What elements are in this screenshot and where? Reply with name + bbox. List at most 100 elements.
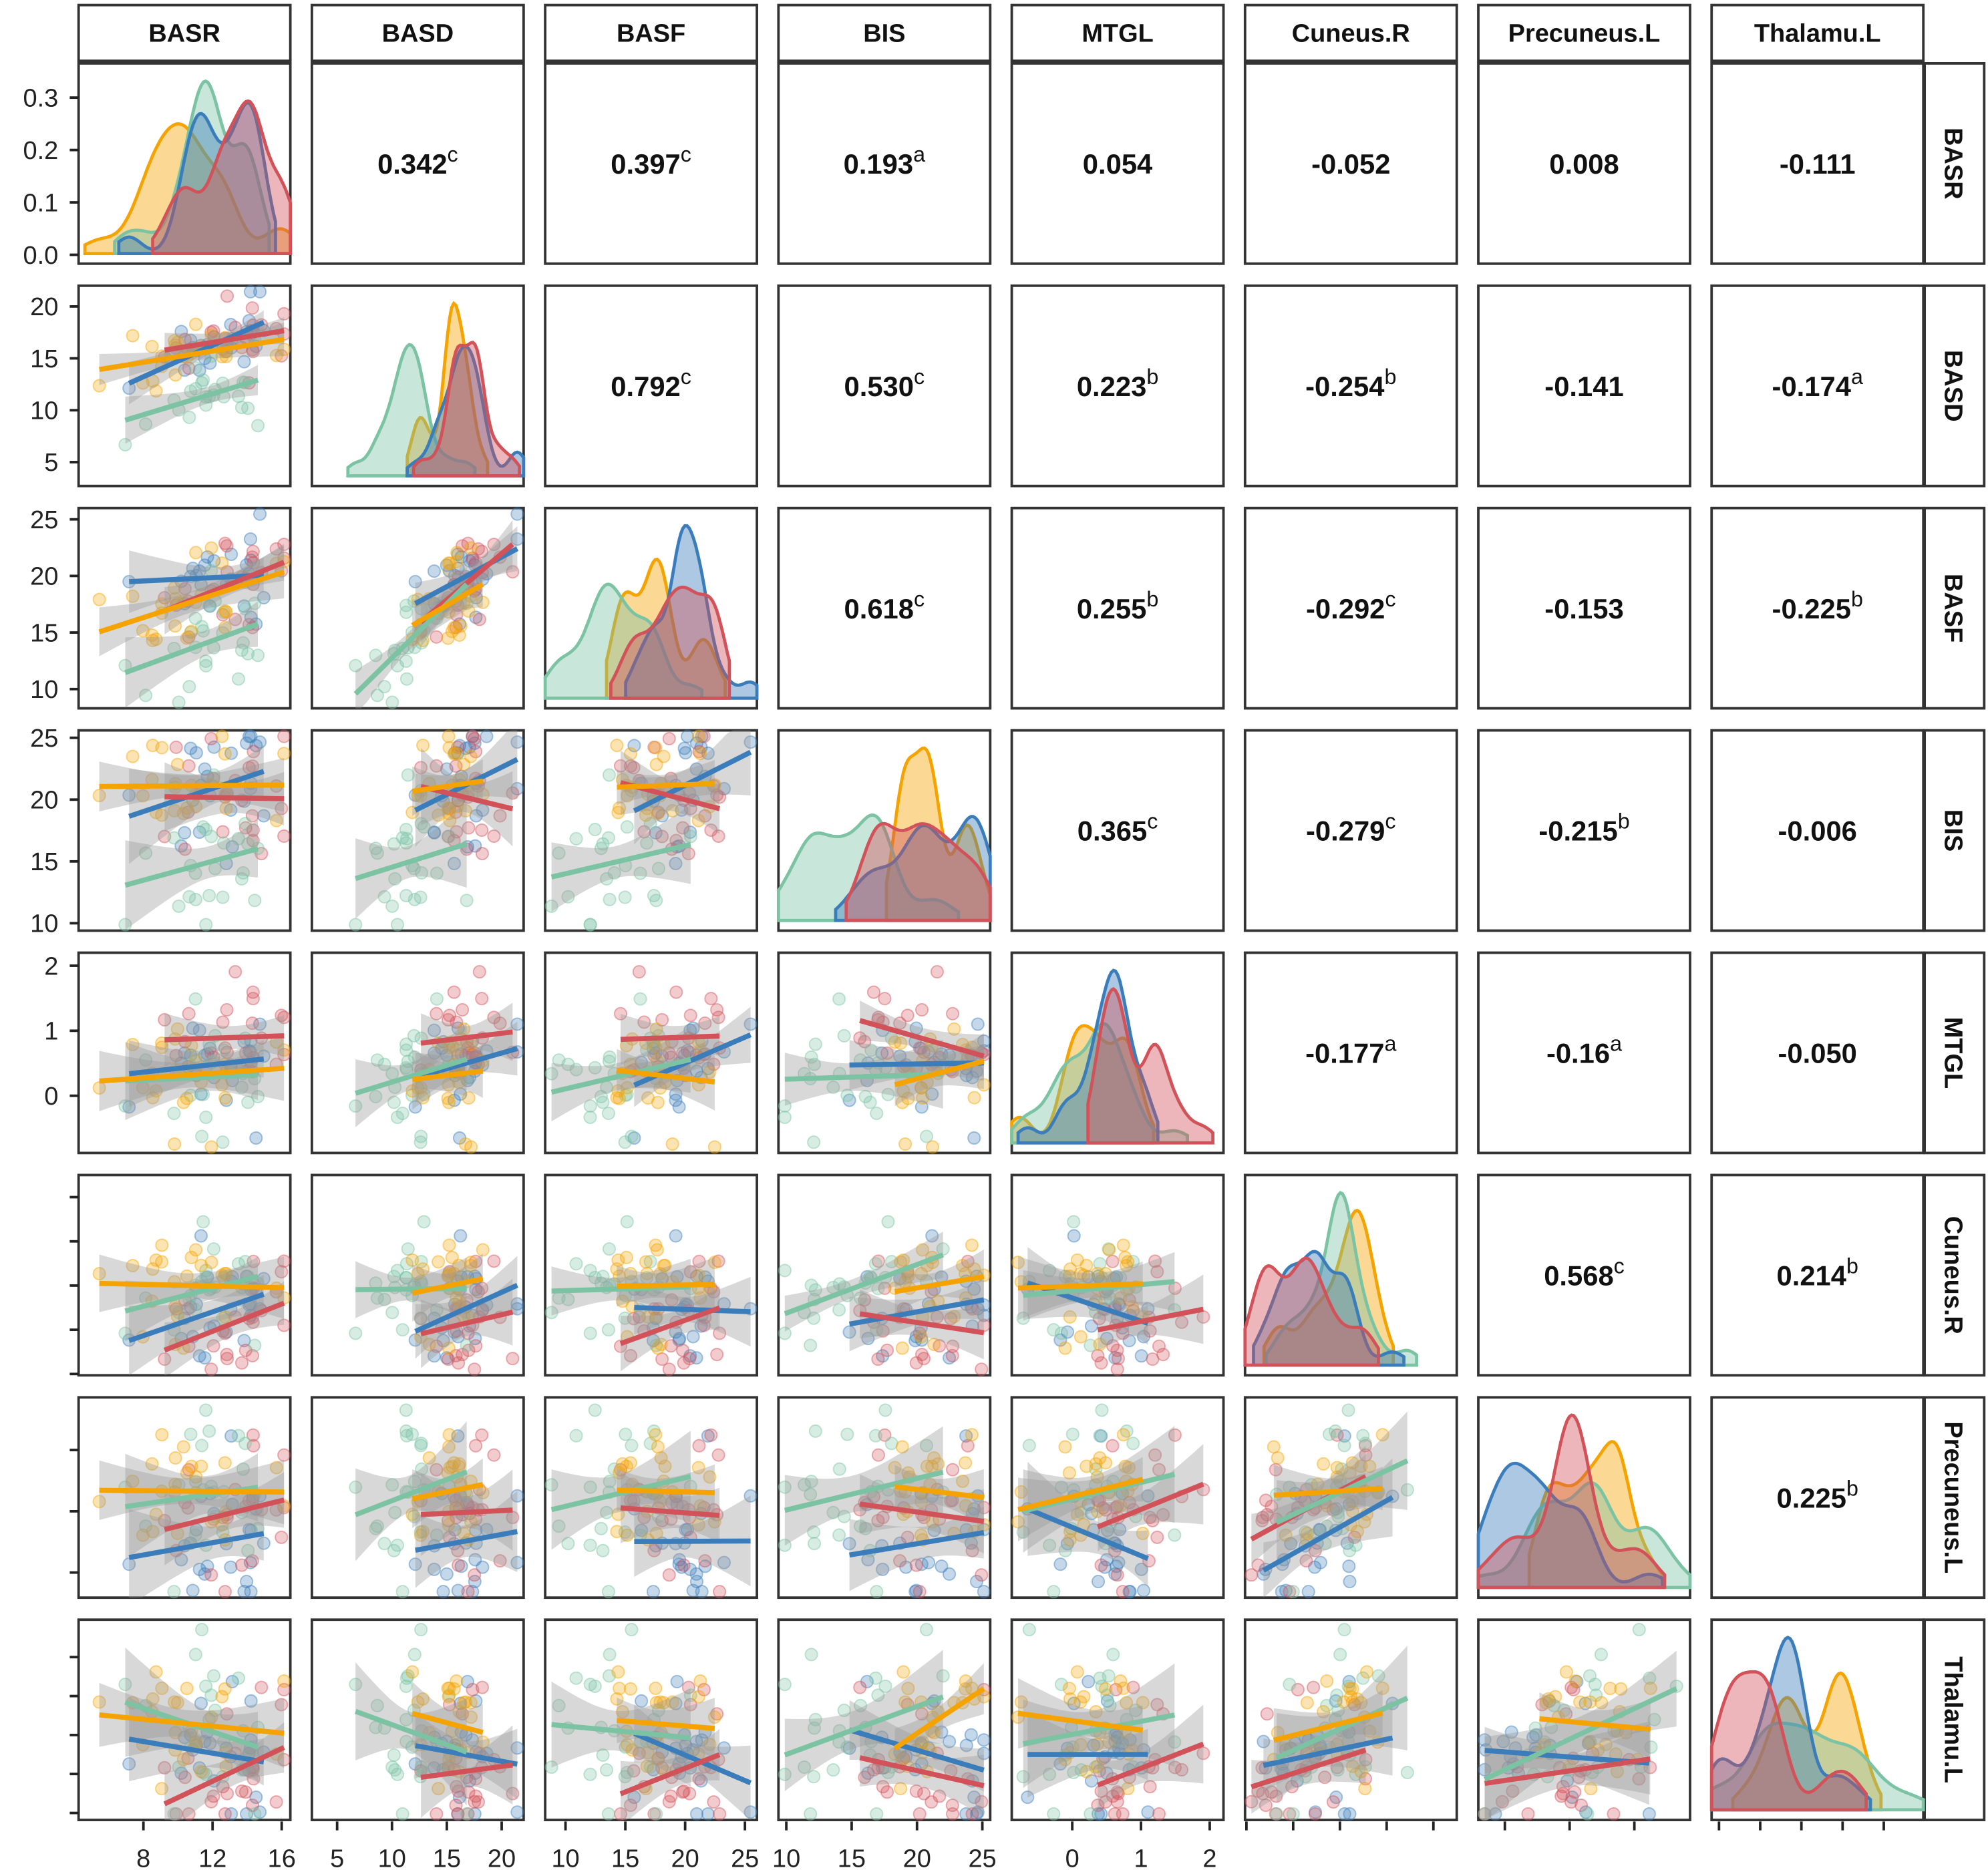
x-tick-label: 20 — [488, 1845, 516, 1873]
x-tick-label: 10 — [551, 1845, 579, 1873]
scatter-point — [1607, 1807, 1621, 1821]
panel: 0.255b — [1010, 506, 1225, 710]
scatter-point — [651, 805, 665, 819]
scatter-point — [692, 745, 706, 759]
scatter-point — [172, 899, 186, 913]
significance-mark: b — [1846, 1254, 1858, 1278]
scatter-point — [447, 856, 462, 871]
scatter-point — [182, 410, 196, 424]
scatter-point — [277, 1047, 291, 1062]
correlation-label: 0.365c — [1078, 809, 1158, 847]
scatter-point — [155, 1238, 169, 1252]
correlation-value: -0.292 — [1306, 593, 1385, 624]
scatter-point — [710, 788, 724, 802]
scatter-point — [472, 965, 486, 979]
scatter-point — [204, 829, 218, 843]
scatter-point — [216, 608, 230, 622]
scatter-point — [204, 1046, 218, 1060]
scatter-point — [219, 605, 233, 619]
scatter-point — [468, 1362, 482, 1376]
scatter-point — [475, 847, 489, 861]
scatter-point — [679, 746, 693, 760]
scatter-point — [1089, 1457, 1103, 1471]
scatter-point — [399, 1061, 413, 1075]
scatter-point — [139, 417, 153, 431]
scatter-point — [146, 739, 160, 753]
scatter-point — [1581, 1807, 1595, 1821]
scatter-point — [218, 604, 232, 618]
scatter-point — [218, 747, 232, 761]
scatter-point — [868, 1429, 882, 1443]
regression-line — [633, 749, 752, 813]
scatter-point — [1102, 1243, 1116, 1257]
correlation-label: 0.618c — [844, 587, 925, 624]
scatter-point — [184, 1048, 198, 1062]
regression-line — [617, 781, 715, 790]
scatter-point — [407, 1648, 422, 1662]
panel — [1476, 1396, 1692, 1600]
scatter-point — [399, 1037, 413, 1051]
scatter-point — [448, 746, 462, 760]
scatter-point — [349, 659, 363, 673]
scatter-point — [594, 1521, 608, 1535]
scatter-point — [1073, 1330, 1088, 1344]
scatter-point — [195, 1623, 209, 1637]
panel: 0.618c — [777, 506, 992, 710]
scatter-point — [611, 1665, 625, 1679]
scatter-point — [246, 992, 260, 1006]
scatter-point — [441, 801, 455, 815]
panel: 0.792c — [544, 284, 758, 488]
scatter-point — [623, 1682, 637, 1696]
panel — [544, 1618, 758, 1821]
scatter-point — [189, 546, 203, 560]
scatter-point — [170, 757, 184, 771]
regression-line — [411, 582, 484, 628]
scatter-point — [675, 803, 689, 817]
scatter-point — [458, 1137, 473, 1151]
regression-line — [355, 1286, 467, 1292]
scatter-point — [277, 747, 291, 761]
scatter-point — [1110, 1568, 1124, 1582]
scatter-point — [691, 813, 705, 827]
column-strip — [311, 3, 525, 63]
correlation-label: 0.342c — [377, 142, 458, 180]
scatter-point — [544, 1067, 558, 1081]
scatter-point — [472, 612, 486, 626]
density-curve — [346, 343, 477, 478]
scatter-point — [447, 985, 461, 999]
scatter-point — [186, 1021, 200, 1035]
scatter-point — [468, 1568, 482, 1582]
panel: 0.214b — [1710, 1173, 1925, 1377]
correlation-value: 0.792 — [611, 371, 680, 402]
significance-mark: c — [448, 142, 458, 166]
scatter-point — [460, 894, 474, 908]
scatter-point — [450, 554, 464, 568]
scatter-point — [238, 821, 253, 835]
scatter-point — [198, 762, 212, 776]
scatter-point — [466, 553, 480, 567]
scatter-point — [510, 532, 524, 546]
scatter-point — [683, 829, 697, 843]
scatter-point — [206, 324, 220, 338]
panel-frame — [1243, 506, 1458, 710]
scatter-point — [487, 1010, 501, 1024]
scatter-point — [184, 624, 198, 638]
scatter-point — [188, 611, 202, 625]
scatter-point — [199, 918, 213, 932]
scatter-point — [689, 736, 704, 750]
regression-line — [617, 1282, 715, 1289]
scatter-point — [493, 1016, 507, 1030]
scatter-point — [655, 829, 669, 843]
column-strip — [1010, 3, 1225, 63]
panel-frame — [311, 951, 525, 1155]
scatter-point — [826, 1763, 840, 1777]
scatter-point — [196, 373, 210, 387]
scatter-point — [493, 809, 507, 823]
scatter-point — [407, 640, 422, 654]
correlation-value: 0.365 — [1078, 815, 1147, 847]
scatter-point — [611, 805, 625, 819]
scatter-point — [704, 823, 718, 837]
panel — [544, 1173, 758, 1377]
scatter-point — [277, 1674, 291, 1688]
significance-mark: a — [1610, 1032, 1622, 1056]
